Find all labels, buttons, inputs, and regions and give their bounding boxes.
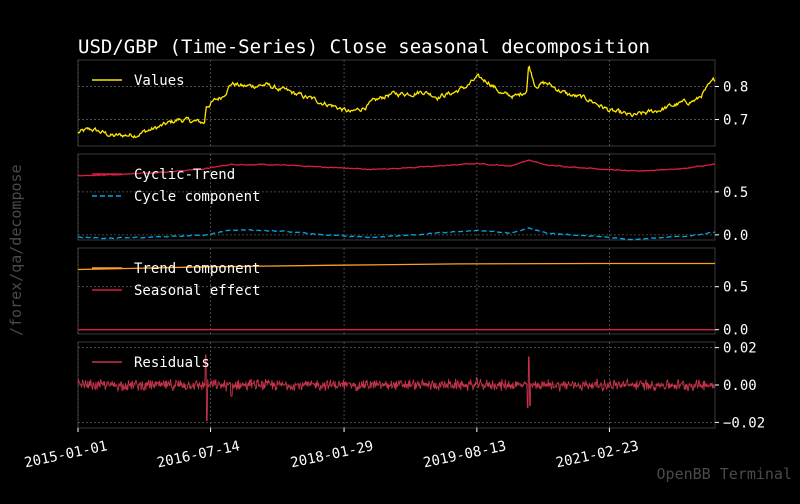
side-command-label: /forex/qa/decompose bbox=[7, 164, 25, 336]
chart-panels: 0.7 0.8 Values 0.0 0.5 Cyclic-Trend Cycle comp… bbox=[23, 59, 765, 472]
watermark: OpenBB Terminal bbox=[657, 465, 792, 483]
legend-label: Residuals bbox=[134, 355, 210, 371]
series-line-cycle-component bbox=[77, 227, 716, 241]
y-tick-label: 0.00 bbox=[723, 378, 757, 394]
series-line-trend-component bbox=[77, 262, 715, 271]
legend-label: Seasonal effect bbox=[134, 283, 260, 299]
y-tick-label: 0.7 bbox=[723, 113, 748, 129]
y-tick-label: 0.0 bbox=[723, 323, 748, 339]
panel-cyclic: 0.0 0.5 Cyclic-Trend Cycle component bbox=[77, 153, 748, 244]
panel-residuals: −0.02 0.00 0.02 Residuals 2015-01-01 2016-07-… bbox=[23, 341, 765, 472]
y-tick-label: 0.5 bbox=[723, 280, 748, 296]
y-tick-label: 0.02 bbox=[723, 341, 757, 357]
x-tick-label: 2021-02-23 bbox=[554, 438, 640, 471]
legend-label: Trend component bbox=[134, 261, 260, 277]
y-tick-label: 0.8 bbox=[723, 79, 748, 95]
series-line-cyclic-trend bbox=[77, 159, 716, 177]
legend-label: Cyclic-Trend bbox=[134, 167, 235, 183]
y-tick-label: 0.0 bbox=[723, 228, 748, 244]
x-tick-label: 2015-01-01 bbox=[23, 438, 109, 471]
panel-frame bbox=[77, 247, 716, 335]
chart-title: USD/GBP (Time-Series) Close seasonal dec… bbox=[78, 36, 650, 58]
panel-values: 0.7 0.8 Values bbox=[77, 59, 748, 147]
y-tick-label: −0.02 bbox=[723, 415, 765, 431]
x-tick-label: 2018-01-29 bbox=[289, 438, 375, 471]
series-line-values bbox=[77, 65, 716, 139]
panel-trend: 0.0 0.5 Trend component Seasonal effect bbox=[77, 247, 748, 339]
x-tick-label: 2016-07-14 bbox=[156, 438, 242, 471]
panel-frame bbox=[77, 59, 716, 147]
y-tick-label: 0.5 bbox=[723, 185, 748, 201]
series-line-residuals bbox=[77, 354, 716, 421]
x-tick-label: 2019-08-13 bbox=[422, 438, 508, 471]
legend-label: Values bbox=[134, 73, 185, 89]
panel-frame bbox=[77, 153, 716, 241]
legend-label: Cycle component bbox=[134, 189, 260, 205]
